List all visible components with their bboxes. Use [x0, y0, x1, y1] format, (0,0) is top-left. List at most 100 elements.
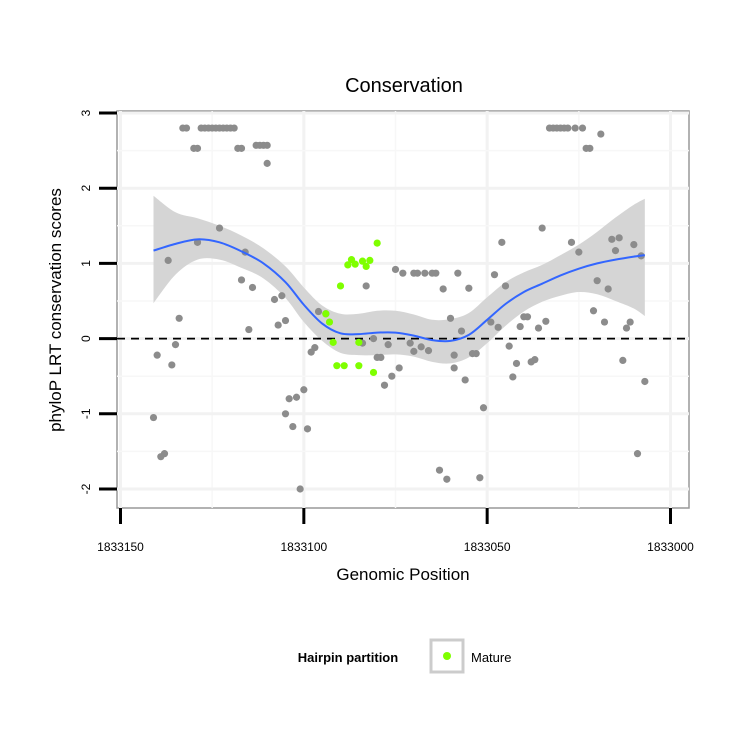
data-point [505, 342, 513, 350]
data-point [311, 344, 319, 352]
mature-point [325, 318, 334, 326]
data-point [281, 316, 290, 325]
data-point [615, 234, 623, 242]
data-point [384, 341, 392, 349]
y-tick-label: 0 [79, 335, 93, 342]
data-point [362, 282, 370, 290]
chart-title: Conservation [345, 75, 463, 97]
mature-point [344, 261, 352, 269]
data-point [450, 351, 458, 359]
data-point [465, 284, 473, 292]
y-tick-label: -1 [79, 408, 93, 419]
y-tick-label: -2 [79, 483, 93, 494]
data-point [538, 224, 546, 232]
data-point [523, 313, 532, 321]
data-point [245, 325, 253, 334]
data-point [380, 381, 389, 389]
data-point [215, 224, 224, 232]
data-point [164, 256, 172, 264]
data-point [472, 350, 480, 358]
data-point [263, 159, 271, 167]
data-point [274, 321, 282, 329]
data-point [292, 393, 301, 401]
data-point [314, 307, 323, 316]
data-point [476, 474, 484, 482]
y-tick-label: 3 [79, 109, 93, 116]
data-point [630, 241, 638, 249]
data-point [439, 285, 447, 293]
data-point [578, 124, 587, 132]
data-point [454, 269, 462, 277]
confidence-band [153, 195, 645, 364]
data-point [193, 144, 202, 152]
data-point [406, 339, 414, 347]
data-point [534, 324, 543, 332]
data-point [281, 410, 290, 418]
data-point [571, 124, 579, 132]
data-point [149, 413, 158, 422]
data-point [303, 425, 312, 433]
mature-point [358, 257, 367, 265]
data-point [487, 318, 495, 326]
data-point [182, 124, 191, 132]
data-point [369, 335, 378, 343]
mature-point [362, 262, 370, 271]
plot-panel [116, 110, 690, 509]
data-point [193, 238, 202, 246]
data-point [377, 353, 385, 361]
mature-point [351, 260, 359, 268]
data-point [611, 247, 620, 255]
data-point [168, 361, 176, 369]
data-point [479, 404, 488, 412]
data-point [490, 271, 499, 279]
x-tick-label: 1833100 [280, 540, 327, 554]
data-point [586, 144, 594, 152]
mature-point [366, 256, 374, 264]
data-point [435, 466, 444, 474]
grid [117, 111, 689, 508]
data-point [300, 386, 308, 394]
data-point [395, 364, 403, 372]
mature-point [329, 338, 337, 346]
data-point [619, 356, 627, 365]
y-axis: -2 -1 0 1 2 3 [79, 109, 117, 494]
data-point [171, 341, 180, 349]
data-point [494, 323, 502, 331]
data-point [593, 277, 601, 285]
mature-point [373, 239, 381, 247]
data-point [600, 318, 609, 326]
x-tick-label: 1833000 [647, 540, 694, 554]
data-point [516, 322, 524, 331]
data-point [399, 269, 407, 277]
x-tick-label: 1833050 [464, 540, 511, 554]
data-point [175, 314, 183, 322]
data-point [421, 269, 429, 277]
smooth-line [153, 238, 645, 343]
data-point [501, 282, 510, 290]
data-point [278, 292, 286, 300]
legend-mature-dot [443, 652, 451, 660]
data-point [564, 124, 572, 132]
data-point [296, 485, 304, 493]
x-tick-label: 1833150 [97, 540, 144, 554]
data-point [461, 376, 469, 384]
points-mature [322, 239, 381, 377]
y-tick-label: 1 [79, 260, 93, 267]
y-tick-label: 2 [79, 185, 93, 192]
x-axis-title: Genomic Position [336, 565, 469, 584]
data-point [633, 450, 642, 458]
data-point [388, 372, 396, 380]
data-point [604, 285, 612, 293]
data-point [626, 318, 634, 326]
loess-curve [153, 238, 645, 343]
mature-point [333, 362, 341, 370]
data-point [248, 283, 257, 292]
data-point [263, 141, 271, 149]
mature-point [355, 362, 363, 370]
data-point [237, 144, 246, 152]
data-point [230, 124, 238, 132]
data-point [567, 238, 576, 246]
mature-point [355, 338, 363, 346]
data-point [270, 295, 279, 304]
